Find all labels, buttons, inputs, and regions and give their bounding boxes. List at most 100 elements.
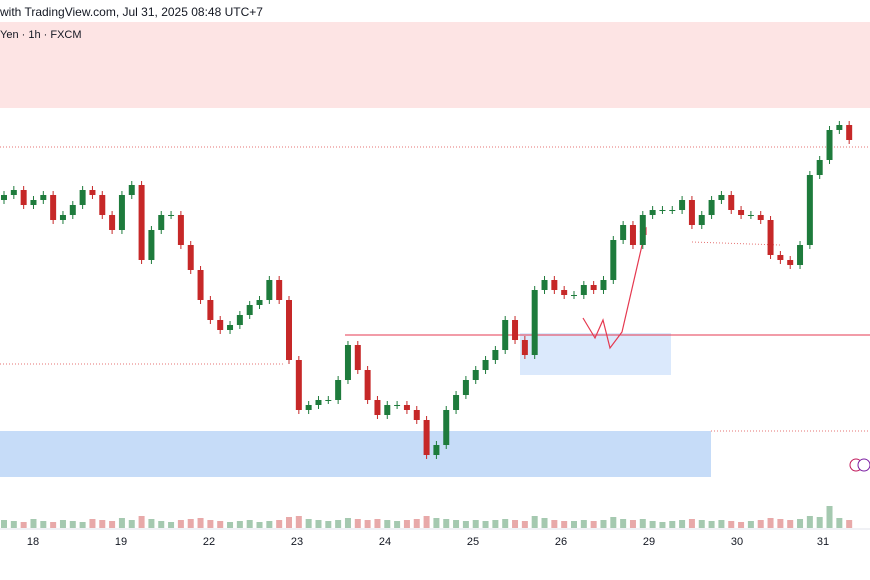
candle-body — [30, 200, 37, 205]
volume-bar — [40, 521, 47, 528]
volume-bar — [20, 522, 27, 528]
candle-body — [512, 320, 519, 340]
candle-body — [688, 200, 695, 225]
volume-bar — [600, 520, 607, 528]
volume-bar — [59, 520, 66, 528]
candle-body — [797, 245, 804, 265]
volume-bar — [246, 520, 253, 528]
volume-bar — [797, 519, 804, 528]
volume — [1, 506, 853, 528]
volume-bar — [138, 516, 145, 528]
candle-body — [374, 400, 381, 415]
volume-bar — [620, 519, 627, 528]
volume-bar — [767, 518, 774, 528]
candle-body — [787, 260, 794, 265]
candle-body — [325, 400, 332, 401]
candle-body — [20, 190, 27, 205]
volume-bar — [639, 519, 646, 528]
volume-bar — [659, 522, 666, 528]
candle-body — [698, 215, 705, 225]
volume-bar — [580, 520, 587, 528]
x-tick-label: 26 — [555, 536, 567, 548]
volume-bar — [266, 521, 273, 528]
volume-bar — [531, 516, 538, 528]
volume-bar — [806, 516, 813, 528]
volume-bar — [649, 521, 656, 528]
candle-body — [207, 300, 214, 320]
candle-body — [217, 320, 224, 330]
candle-body — [580, 285, 587, 295]
candle-body — [384, 405, 391, 415]
volume-bar — [512, 520, 519, 528]
candle-body — [590, 285, 597, 290]
volume-bar — [669, 521, 676, 528]
candle-body — [256, 300, 263, 305]
candle-body — [846, 125, 853, 140]
candle-body — [669, 210, 676, 211]
x-tick-label: 31 — [817, 536, 829, 548]
volume-bar — [688, 519, 695, 528]
volume-bar — [679, 520, 686, 528]
volume-bar — [836, 518, 843, 528]
volume-bar — [443, 519, 450, 528]
volume-bar — [433, 518, 440, 528]
candle-body — [551, 280, 558, 290]
volume-bar — [521, 521, 528, 528]
volume-bar — [89, 519, 96, 528]
volume-bar — [276, 520, 283, 528]
volume-bar — [561, 521, 568, 528]
demand-zone — [0, 431, 711, 477]
candle-body — [394, 405, 401, 406]
candle-body — [806, 175, 813, 245]
candle-body — [148, 230, 155, 260]
candle-body — [276, 280, 283, 300]
volume-bar — [236, 521, 243, 528]
candle-body — [335, 380, 342, 400]
volume-bar — [698, 520, 705, 528]
candle-body — [118, 195, 125, 230]
candle-body — [747, 215, 754, 216]
volume-bar — [79, 522, 86, 528]
candle-body — [836, 125, 843, 130]
candle-body — [659, 210, 666, 211]
candle-body — [413, 410, 420, 420]
candle-body — [629, 225, 636, 245]
candle-body — [286, 300, 292, 360]
volume-bar — [462, 521, 469, 528]
volume-bar — [286, 517, 292, 528]
candle-body — [718, 195, 725, 200]
candles — [1, 121, 853, 459]
candle-body — [10, 190, 17, 195]
event-icon[interactable] — [857, 458, 870, 472]
candle-body — [40, 195, 47, 200]
candle-body — [610, 240, 617, 280]
candle-body — [315, 400, 322, 405]
x-axis: 18 19 22 23 24 25 26 29 30 31 — [27, 536, 829, 548]
volume-bar — [50, 522, 57, 528]
volume-bar — [610, 517, 617, 528]
x-tick-label: 29 — [643, 536, 655, 548]
volume-bar — [335, 520, 342, 528]
candle-body — [344, 345, 351, 380]
candle-body — [138, 185, 145, 260]
volume-bar — [295, 516, 302, 528]
candle-body — [777, 255, 784, 260]
volume-bar — [315, 520, 322, 528]
candle-body — [443, 410, 450, 445]
candle-body — [600, 280, 607, 290]
volume-bar — [30, 519, 37, 528]
volume-bar — [590, 521, 597, 528]
volume-bar — [69, 521, 76, 528]
volume-bar — [453, 520, 460, 528]
candle-body — [158, 215, 165, 230]
volume-bar — [629, 520, 636, 528]
volume-bar — [738, 522, 745, 528]
volume-bar — [384, 520, 391, 528]
supply-zone — [0, 22, 870, 108]
volume-bar — [787, 520, 794, 528]
candle-body — [679, 200, 686, 210]
volume-bar — [344, 518, 351, 528]
candle-body — [197, 270, 204, 300]
candle-body — [492, 350, 499, 360]
